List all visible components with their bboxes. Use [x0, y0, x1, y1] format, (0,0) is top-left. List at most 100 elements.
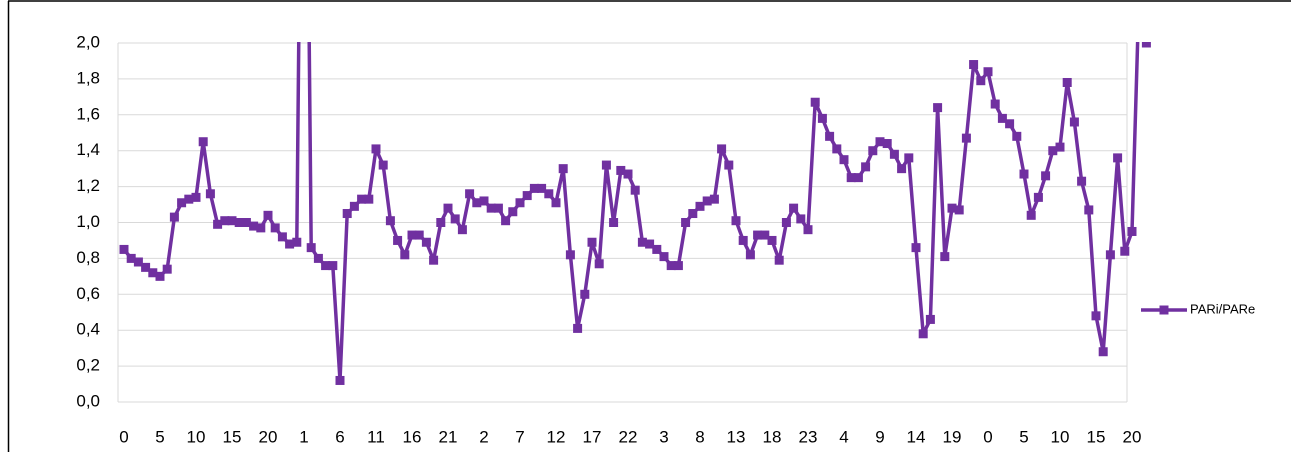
data-point [364, 194, 374, 204]
data-point [630, 185, 640, 195]
x-tick-label: 7 [515, 427, 524, 446]
data-point [601, 160, 611, 170]
data-point [126, 253, 136, 263]
data-point [846, 173, 856, 183]
data-point [385, 216, 395, 226]
x-tick-label: 5 [155, 427, 164, 446]
x-tick-label: 3 [659, 427, 668, 446]
data-point [616, 165, 626, 175]
data-point [774, 255, 784, 265]
data-point [328, 261, 338, 271]
data-point [861, 162, 871, 172]
data-point [702, 196, 712, 206]
data-point [954, 205, 964, 215]
data-point [1069, 117, 1079, 127]
x-tick-label: 10 [1051, 427, 1070, 446]
x-tick-label: 1 [299, 427, 308, 446]
data-point [565, 250, 575, 260]
data-point [277, 232, 287, 242]
data-point [148, 268, 158, 278]
data-point [781, 218, 791, 227]
data-point [1105, 250, 1115, 260]
data-point [1141, 42, 1151, 48]
data-point [817, 113, 827, 123]
data-point [162, 264, 172, 274]
data-point [673, 261, 683, 271]
x-tick-label: 19 [943, 427, 962, 446]
data-point [853, 173, 863, 183]
y-tick-label: 0,8 [76, 248, 100, 267]
data-point [234, 218, 244, 227]
y-tick-label: 0,2 [76, 356, 100, 375]
data-point [738, 235, 748, 245]
data-point [637, 237, 647, 247]
x-tick-label: 18 [763, 427, 782, 446]
data-point [623, 169, 633, 179]
x-tick-label: 13 [727, 427, 746, 446]
data-point [378, 160, 388, 170]
data-point [760, 230, 770, 240]
data-point [609, 218, 619, 227]
grid: 0,00,20,40,60,81,01,21,41,61,82,00 5 10 15 2… [76, 32, 1141, 446]
data-point [357, 194, 367, 204]
data-point [940, 252, 950, 262]
x-tick-label: 0 [119, 427, 128, 446]
data-point [745, 250, 755, 260]
x-tick-label: 8 [695, 427, 704, 446]
data-point [119, 244, 129, 254]
data-point [1091, 311, 1101, 321]
x-tick-label: 5 [1019, 427, 1028, 446]
data-point [1026, 210, 1036, 220]
data-point [306, 243, 316, 253]
data-point [666, 261, 676, 271]
data-point [321, 261, 331, 271]
plot [119, 42, 1151, 385]
data-point [659, 252, 669, 262]
data-point [810, 97, 820, 107]
legend-marker [1159, 305, 1169, 315]
data-point [1113, 153, 1123, 163]
x-tick-label: 15 [223, 427, 242, 446]
data-point [825, 131, 835, 141]
data-point [263, 210, 273, 220]
data-point [990, 99, 1000, 109]
y-tick-label: 1,6 [76, 104, 100, 123]
data-point [371, 144, 381, 154]
data-point [1127, 226, 1137, 236]
data-point [587, 237, 597, 247]
data-point [349, 201, 359, 211]
data-point [688, 209, 698, 219]
data-point [709, 194, 719, 204]
x-tick-label: 20 [259, 427, 278, 446]
data-point [285, 239, 295, 249]
y-tick-label: 2,0 [76, 32, 100, 51]
data-point [1055, 142, 1065, 152]
data-point [558, 164, 568, 174]
data-point [767, 235, 777, 245]
x-tick-label: 15 [1087, 427, 1106, 446]
x-tick-label: 23 [799, 427, 818, 446]
y-tick-label: 0,6 [76, 284, 100, 303]
data-point [1033, 192, 1043, 202]
data-point [789, 203, 799, 213]
data-point [205, 189, 215, 199]
x-tick-label: 0 [983, 427, 992, 446]
y-tick-label: 0,4 [76, 320, 100, 339]
data-point [141, 262, 151, 272]
data-point [241, 218, 251, 227]
data-point [645, 239, 655, 249]
data-point [191, 192, 201, 202]
data-point [882, 139, 892, 149]
data-point [486, 203, 496, 213]
data-point [1120, 246, 1130, 256]
data-point [911, 243, 921, 253]
data-point [335, 375, 345, 385]
data-point [249, 221, 259, 231]
x-tick-label: 2 [479, 427, 488, 446]
x-tick-label: 22 [619, 427, 638, 446]
data-point [443, 203, 453, 213]
data-point [1048, 146, 1058, 156]
x-tick-label: 9 [875, 427, 884, 446]
data-point [537, 183, 547, 193]
